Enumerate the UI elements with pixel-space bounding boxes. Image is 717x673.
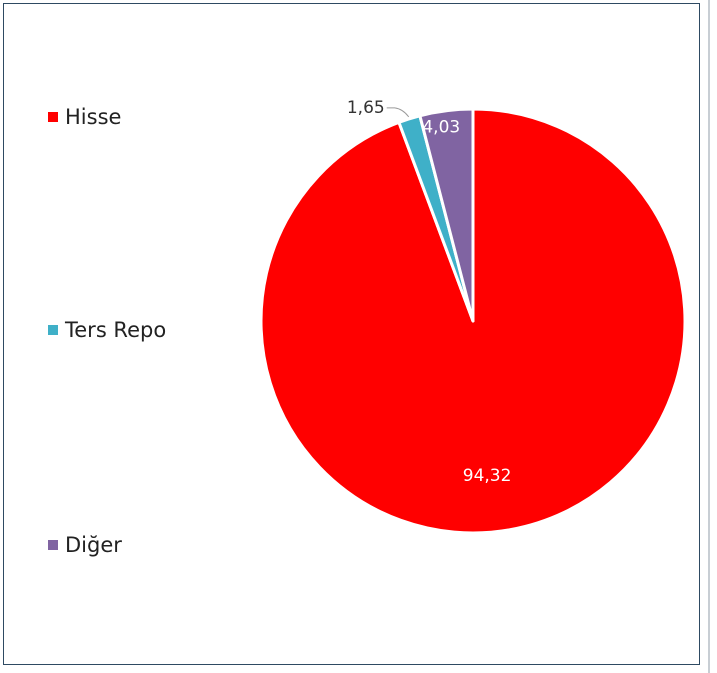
pie-slice-diger <box>418 107 475 323</box>
legend-swatch-hisse <box>48 112 58 122</box>
data-label-diger: 4,03 <box>422 117 460 137</box>
legend-item-diger: Diğer <box>48 533 122 557</box>
chart-legend: Hisse Ters Repo Diğer <box>48 0 248 673</box>
legend-item-ters-repo: Ters Repo <box>48 318 166 342</box>
legend-swatch-diger <box>48 540 58 550</box>
legend-label-hisse: Hisse <box>65 105 122 129</box>
legend-label-diger: Diğer <box>65 533 122 557</box>
data-label-ters-repo: 1,65 <box>347 98 385 118</box>
legend-item-hisse: Hisse <box>48 105 121 129</box>
data-label-hisse: 94,32 <box>463 466 512 486</box>
legend-swatch-ters-repo <box>48 325 58 335</box>
leader-line-ters-repo <box>386 107 410 118</box>
legend-label-ters-repo: Ters Repo <box>65 318 167 342</box>
window-edge <box>708 0 710 673</box>
